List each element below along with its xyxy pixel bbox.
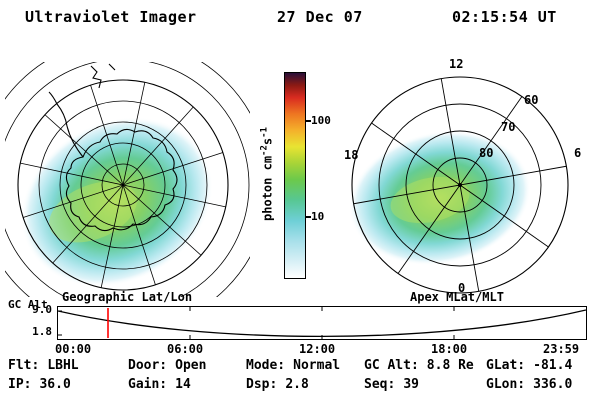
status-flt: Flt: LBHL [8, 358, 79, 373]
mlat-mlt-panel [338, 60, 588, 310]
caption-apex: Apex MLat/MLT [410, 290, 504, 304]
mlt-label-0: 0 [458, 281, 466, 295]
xtick-0000: 00:00 [55, 342, 92, 356]
colorbar [284, 72, 306, 279]
date-label: 27 Dec 07 [277, 8, 363, 26]
xtick-1200: 12:00 [299, 342, 336, 356]
coastline [48, 63, 178, 232]
status-gcalt-label: GC Alt: [364, 358, 419, 373]
status-dsp-label: Dsp: [246, 377, 278, 392]
colorbar-label-base1: photon cm [260, 155, 275, 221]
status-gcalt-value: 8.8 Re [426, 358, 474, 373]
page-title: Ultraviolet Imager [25, 8, 197, 26]
status-ip-value: 36.0 [39, 377, 71, 392]
status-ip: IP: 36.0 [8, 377, 71, 392]
mlat-grid [351, 76, 569, 294]
mlat-label-60: 60 [524, 93, 539, 107]
gc-alt-chart [57, 306, 587, 340]
mlt-label-6: 6 [574, 146, 582, 160]
colorbar-tick-100: 100 [311, 114, 331, 127]
geo-map-svg [0, 38, 270, 332]
gc-alt-axis-label: GC Alt [8, 298, 48, 311]
colorbar-label-sup1: -2 [259, 145, 270, 156]
status-gain: Gain: 14 [128, 377, 191, 392]
status-seq-value: 39 [403, 377, 419, 392]
status-door: Door: Open [128, 358, 206, 373]
status-ip-label: IP: [8, 377, 32, 392]
status-mode-label: Mode: [246, 358, 286, 373]
gc-alt-curve-svg [58, 307, 586, 339]
time-label: 02:15:54 UT [452, 8, 557, 26]
colorbar-label-sup2: -1 [259, 127, 270, 138]
status-glat-value: -81.4 [533, 358, 573, 373]
status-door-label: Door: [128, 358, 168, 373]
status-seq-label: Seq: [364, 377, 396, 392]
status-door-value: Open [175, 358, 207, 373]
status-glat-label: GLat: [486, 358, 526, 373]
status-flt-value: LBHL [47, 358, 79, 373]
mlat-mlt-svg [348, 76, 569, 294]
caption-geographic: Geographic Lat/Lon [62, 290, 193, 304]
colorbar-label: photon cm-2s-1 [260, 127, 275, 221]
status-flt-label: Flt: [8, 358, 40, 373]
mlt-label-12: 12 [449, 57, 464, 71]
status-mode-value: Normal [293, 358, 341, 373]
aurora-image-apex [348, 130, 532, 266]
status-gain-value: 14 [175, 377, 191, 392]
gc-alt-ytick-top: 9.0 [32, 303, 52, 316]
status-glon-label: GLon: [486, 377, 526, 392]
status-glon: GLon: 336.0 [486, 377, 572, 392]
xtick-1800: 18:00 [431, 342, 468, 356]
status-mode: Mode: Normal [246, 358, 340, 373]
status-dsp: Dsp: 2.8 [246, 377, 309, 392]
mlat-label-70: 70 [501, 120, 516, 134]
status-seq: Seq: 39 [364, 377, 419, 392]
colorbar-tickmark-10 [306, 216, 311, 218]
status-glat: GLat: -81.4 [486, 358, 572, 373]
xtick-2359: 23:59 [543, 342, 580, 356]
gc-alt-curve [58, 309, 586, 338]
mlat-label-80: 80 [479, 146, 494, 160]
colorbar-label-base2: s [260, 137, 275, 146]
geo-map-panel [0, 38, 270, 332]
status-glon-value: 336.0 [533, 377, 573, 392]
mlt-label-18: 18 [344, 148, 359, 162]
colorbar-tickmark-100 [306, 120, 311, 122]
status-gcalt: GC Alt: 8.8 Re [364, 358, 474, 373]
xtick-0600: 06:00 [167, 342, 204, 356]
status-dsp-value: 2.8 [285, 377, 309, 392]
status-gain-label: Gain: [128, 377, 168, 392]
pole-dot [457, 182, 463, 188]
gc-alt-ytick-bottom: 1.8 [32, 325, 52, 338]
colorbar-tick-10: 10 [311, 210, 325, 223]
